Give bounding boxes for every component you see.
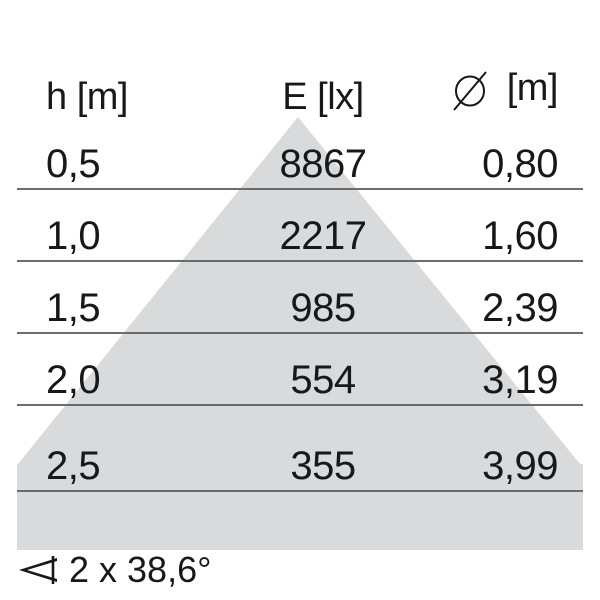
cell-illuminance: 985 [290, 286, 356, 330]
cell-height: 1,0 [46, 214, 101, 258]
diameter-icon [451, 70, 489, 112]
column-header-diameter-unit: [m] [506, 67, 559, 109]
table-row: 0,5 8867 0,80 [17, 118, 583, 190]
cell-illuminance: 8867 [279, 142, 367, 186]
cell-illuminance: 2217 [279, 214, 367, 258]
cell-height: 2,5 [46, 444, 101, 488]
cell-diameter: 1,60 [482, 214, 558, 258]
beam-angle-annotation: 2 x 38,6° [17, 552, 212, 588]
photometric-table: h [m] E [lx] [m] 0,5 8867 0,80 [17, 58, 583, 492]
cell-height: 0,5 [46, 142, 101, 186]
table-header-row: h [m] E [lx] [m] [17, 58, 583, 118]
cell-height: 2,0 [46, 358, 101, 402]
cell-illuminance: 554 [290, 358, 356, 402]
angle-icon [19, 556, 57, 584]
highlight-band-last-row [17, 464, 583, 550]
cell-illuminance: 355 [290, 444, 356, 488]
cell-height: 1,5 [46, 286, 101, 330]
cell-diameter: 0,80 [482, 142, 558, 186]
cell-diameter: 3,99 [482, 444, 558, 488]
beam-cone-triangle [18, 117, 580, 464]
table-row: 2,5 355 3,99 [17, 406, 583, 492]
column-header-diameter: [m] [415, 67, 559, 116]
cell-diameter: 2,39 [482, 286, 558, 330]
table-row: 1,0 2217 1,60 [17, 190, 583, 262]
beam-angle-text: 2 x 38,6° [69, 549, 212, 590]
column-header-illuminance: E [lx] [282, 76, 364, 118]
table-row: 2,0 554 3,19 [17, 334, 583, 406]
column-header-height: h [m] [46, 76, 128, 118]
cell-diameter: 3,19 [482, 358, 558, 402]
table-row: 1,5 985 2,39 [17, 262, 583, 334]
